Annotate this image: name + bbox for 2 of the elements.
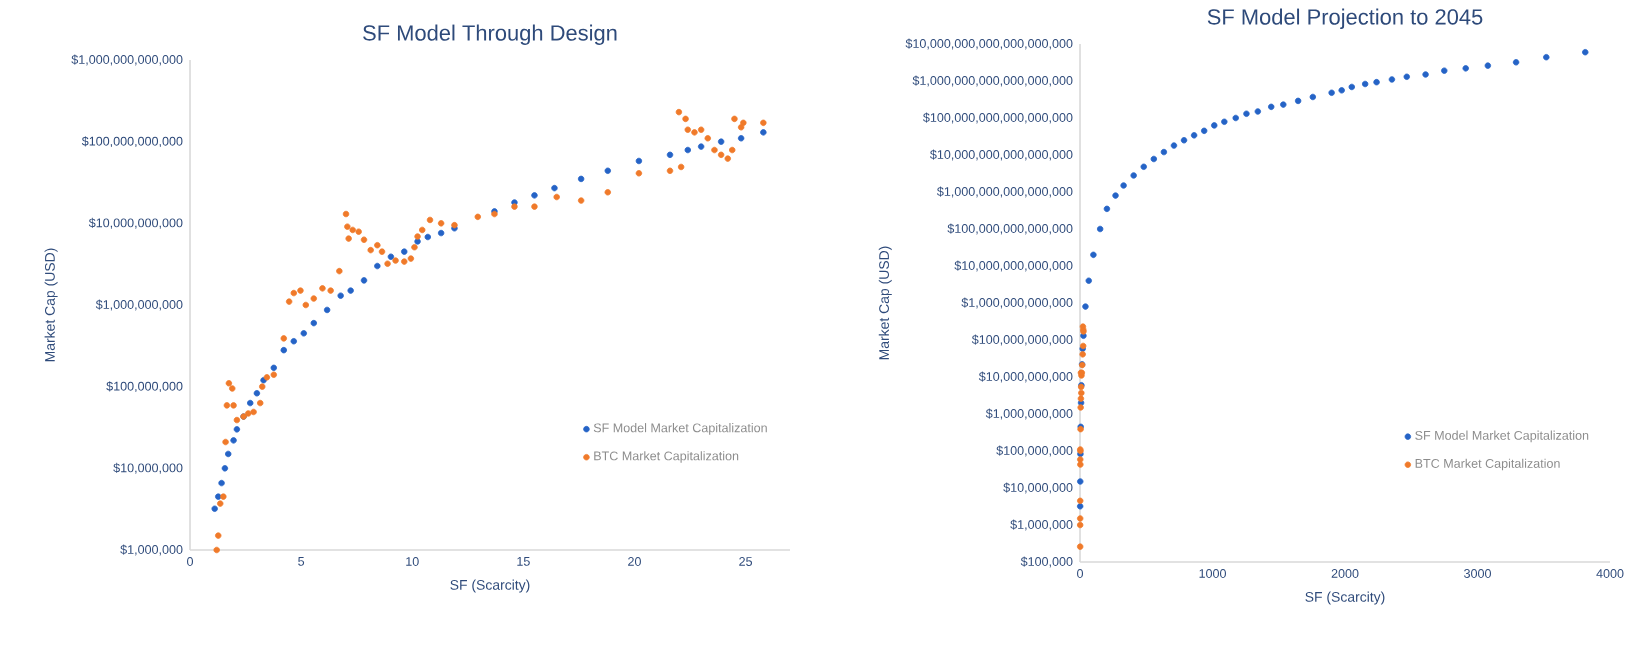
chart-title: SF Model Through Design	[363, 24, 617, 45]
chart-title: SF Model Projection to 2045	[1207, 8, 1483, 29]
